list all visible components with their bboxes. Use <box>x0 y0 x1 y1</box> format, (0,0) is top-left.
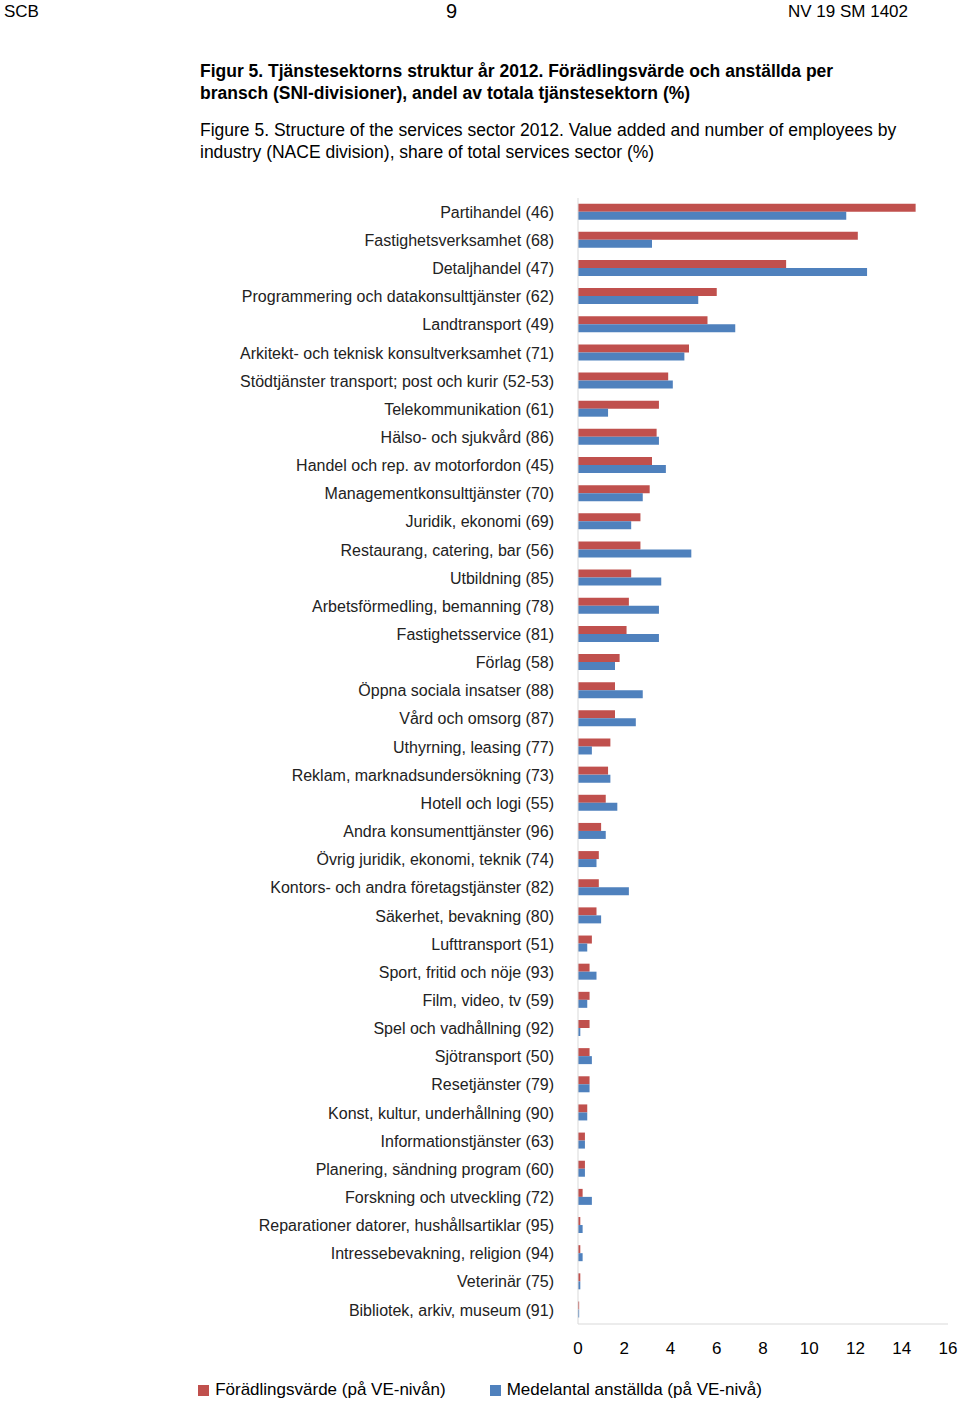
svg-text:Fastighetsservice (81): Fastighetsservice (81) <box>397 626 554 643</box>
svg-text:Informationstjänster (63): Informationstjänster (63) <box>381 1133 554 1150</box>
svg-text:Veterinär (75): Veterinär (75) <box>457 1273 554 1290</box>
svg-text:Andra konsumenttjänster (96): Andra konsumenttjänster (96) <box>343 823 554 840</box>
svg-text:Resetjänster (79): Resetjänster (79) <box>431 1076 554 1093</box>
svg-text:Säkerhet, bevakning (80): Säkerhet, bevakning (80) <box>375 908 554 925</box>
svg-text:Kontors- och andra företagstjä: Kontors- och andra företagstjänster (82) <box>270 879 554 896</box>
svg-text:4: 4 <box>666 1339 675 1358</box>
svg-text:Stödtjänster transport; post o: Stödtjänster transport; post och kurir (… <box>240 373 554 390</box>
html-text:9: 9 <box>446 0 458 22</box>
svg-text:12: 12 <box>846 1339 865 1358</box>
svg-text:Bibliotek, arkiv, museum (91): Bibliotek, arkiv, museum (91) <box>349 1302 554 1319</box>
svg-text:16: 16 <box>939 1339 952 1358</box>
svg-text:Spel och vadhållning (92): Spel och vadhållning (92) <box>373 1020 554 1037</box>
svg-text:6: 6 <box>712 1339 721 1358</box>
html-text:Figure 5. Structure of the ser: Figure 5. Structure of the services sect… <box>200 120 897 162</box>
svg-text:Planering, sändning program (6: Planering, sändning program (60) <box>316 1161 554 1178</box>
svg-text:Reparationer datorer, hushålls: Reparationer datorer, hushållsartiklar (… <box>259 1217 554 1234</box>
svg-text:10: 10 <box>800 1339 819 1358</box>
svg-text:Programmering och datakonsultt: Programmering och datakonsulttjänster (6… <box>242 288 554 305</box>
svg-text:Uthyrning, leasing (77): Uthyrning, leasing (77) <box>393 739 554 756</box>
svg-text:Sport, fritid och nöje (93): Sport, fritid och nöje (93) <box>379 964 554 981</box>
svg-text:Hälso- och sjukvård (86): Hälso- och sjukvård (86) <box>381 429 554 446</box>
svg-text:Telekommunikation (61): Telekommunikation (61) <box>384 401 554 418</box>
html-text:Förädlingsvärde (på VE-nivån): Förädlingsvärde (på VE-nivån) <box>215 1380 446 1399</box>
svg-text:Juridik, ekonomi (69): Juridik, ekonomi (69) <box>406 513 555 530</box>
svg-text:Arkitekt- och teknisk konsultv: Arkitekt- och teknisk konsultverksamhet … <box>240 345 554 362</box>
svg-text:8: 8 <box>758 1339 767 1358</box>
svg-text:0: 0 <box>573 1339 582 1358</box>
svg-text:Partihandel (46): Partihandel (46) <box>440 204 554 221</box>
svg-text:Konst, kultur, underhållning (: Konst, kultur, underhållning (90) <box>328 1105 554 1122</box>
svg-text:2: 2 <box>620 1339 629 1358</box>
svg-text:Arbetsförmedling, bemanning (7: Arbetsförmedling, bemanning (78) <box>312 598 554 615</box>
html-text:Medelantal anställda (på VE-ni: Medelantal anställda (på VE-nivå) <box>506 1380 762 1399</box>
svg-text:Vård och omsorg (87): Vård och omsorg (87) <box>399 710 554 727</box>
svg-text:Forskning och utveckling (72): Forskning och utveckling (72) <box>345 1189 554 1206</box>
svg-text:Utbildning (85): Utbildning (85) <box>450 570 554 587</box>
svg-text:Övrig juridik, ekonomi, teknik: Övrig juridik, ekonomi, teknik (74) <box>317 851 554 868</box>
svg-text:Restaurang, catering, bar (56): Restaurang, catering, bar (56) <box>341 542 554 559</box>
html-text:NV 19 SM 1402: NV 19 SM 1402 <box>788 2 908 21</box>
svg-text:Intressebevakning, religion (9: Intressebevakning, religion (94) <box>331 1245 554 1262</box>
svg-text:Reklam, marknadsundersökning (: Reklam, marknadsundersökning (73) <box>292 767 554 784</box>
html-text:Figur 5. Tjänstesektorns struk: Figur 5. Tjänstesektorns struktur år 201… <box>200 61 834 103</box>
svg-text:Öppna sociala insatser (88): Öppna sociala insatser (88) <box>358 682 554 699</box>
svg-text:Hotell och logi (55): Hotell och logi (55) <box>421 795 554 812</box>
svg-text:Fastighetsverksamhet (68): Fastighetsverksamhet (68) <box>365 232 554 249</box>
svg-text:14: 14 <box>892 1339 911 1358</box>
svg-text:Handel och rep. av motorfordon: Handel och rep. av motorfordon (45) <box>296 457 554 474</box>
svg-text:Lufttransport (51): Lufttransport (51) <box>431 936 554 953</box>
svg-text:Förlag (58): Förlag (58) <box>476 654 554 671</box>
svg-text:Film, video, tv (59): Film, video, tv (59) <box>422 992 554 1009</box>
svg-text:Detaljhandel (47): Detaljhandel (47) <box>432 260 554 277</box>
html-text:SCB: SCB <box>4 2 39 21</box>
svg-text:Sjötransport (50): Sjötransport (50) <box>435 1048 554 1065</box>
svg-text:Landtransport (49): Landtransport (49) <box>422 316 554 333</box>
svg-text:Managementkonsulttjänster (70): Managementkonsulttjänster (70) <box>325 485 554 502</box>
